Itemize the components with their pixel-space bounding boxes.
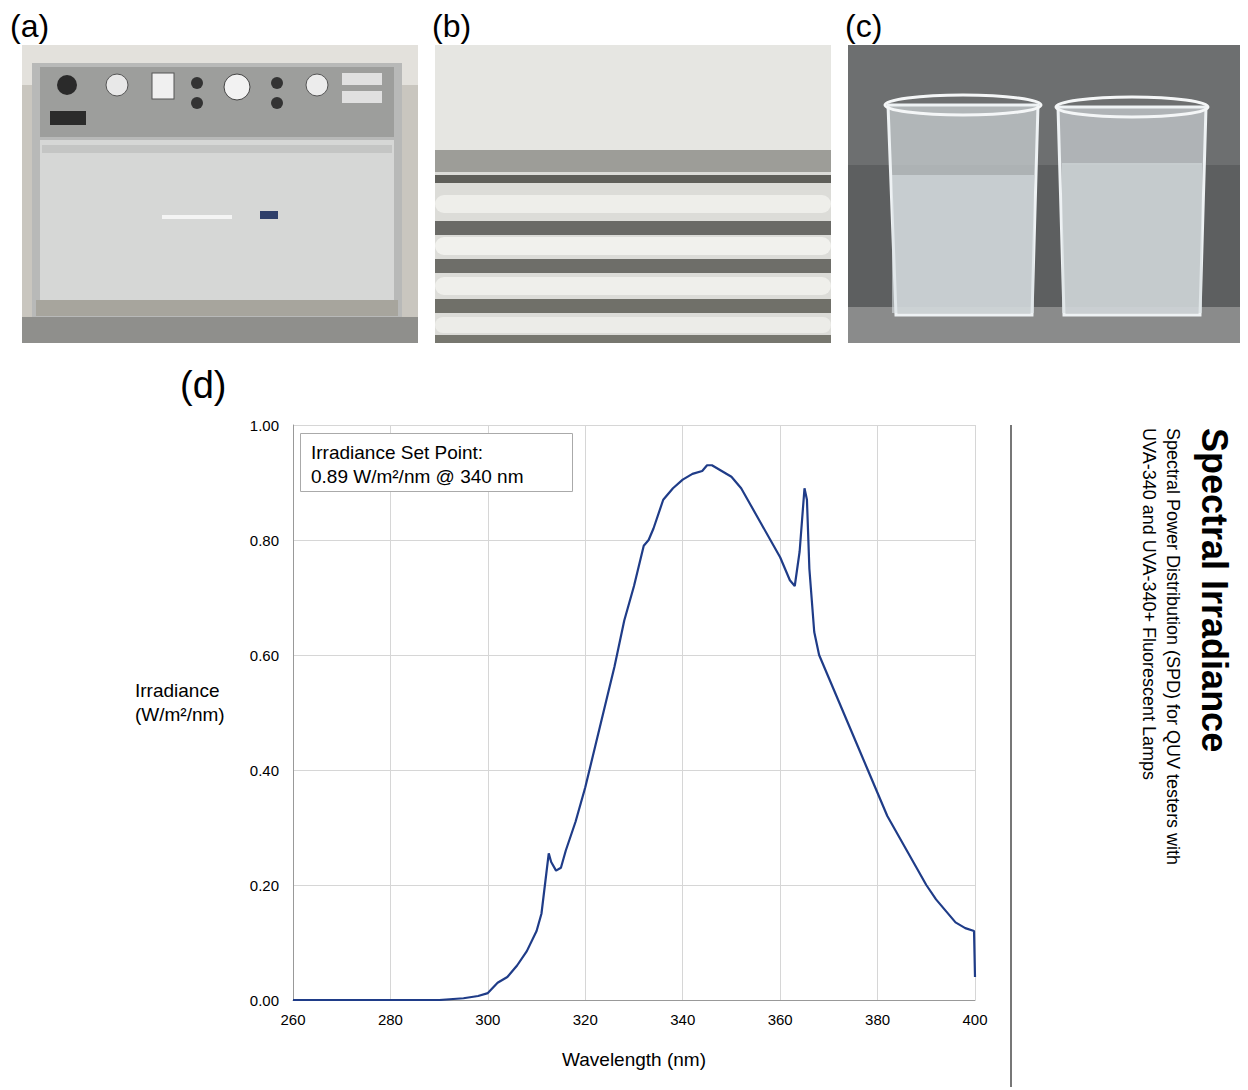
html-text:(d): (d) (180, 364, 227, 406)
html-text:UVA-340 and UVA-340+ Fluoresce: UVA-340 and UVA-340+ Fluorescent Lamps (1139, 428, 1159, 780)
svg-text:0.60: 0.60 (250, 647, 279, 664)
html-text:(b): (b) (432, 8, 472, 44)
html-text:(a): (a) (10, 8, 50, 44)
svg-text:320: 320 (573, 1011, 598, 1028)
svg-text:340: 340 (670, 1011, 695, 1028)
svg-text:Irradiance: Irradiance (135, 680, 220, 701)
svg-text:1.00: 1.00 (250, 417, 279, 434)
html-text:Spectral Irradiance: Spectral Irradiance (1194, 428, 1235, 753)
svg-text:0.20: 0.20 (250, 877, 279, 894)
svg-text:0.89 W/m²/nm @ 340 nm: 0.89 W/m²/nm @ 340 nm (311, 466, 524, 487)
svg-text:260: 260 (280, 1011, 305, 1028)
svg-text:Wavelength (nm): Wavelength (nm) (562, 1049, 706, 1070)
svg-text:380: 380 (865, 1011, 890, 1028)
svg-text:280: 280 (378, 1011, 403, 1028)
svg-text:300: 300 (475, 1011, 500, 1028)
svg-text:0.00: 0.00 (250, 992, 279, 1009)
svg-text:400: 400 (962, 1011, 987, 1028)
svg-text:360: 360 (768, 1011, 793, 1028)
html-text:(c): (c) (845, 8, 883, 44)
svg-text:(W/m²/nm): (W/m²/nm) (135, 704, 225, 725)
svg-text:Irradiance Set Point:: Irradiance Set Point: (311, 442, 483, 463)
svg-text:0.80: 0.80 (250, 532, 279, 549)
svg-text:0.40: 0.40 (250, 762, 279, 779)
html-text:Spectral Power Distribution (S: Spectral Power Distribution (SPD) for QU… (1163, 428, 1183, 866)
